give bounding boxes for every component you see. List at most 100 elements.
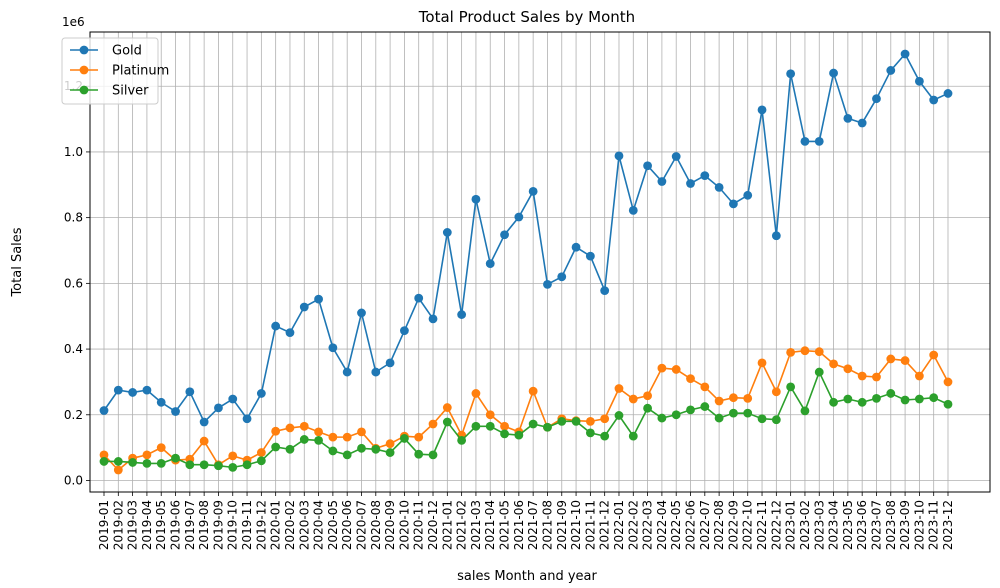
x-tick-label: 2023-06 bbox=[855, 500, 869, 550]
legend-label-platinum: Platinum bbox=[112, 64, 169, 79]
data-point-silver bbox=[814, 367, 824, 377]
data-point-gold bbox=[829, 68, 838, 78]
data-point-silver bbox=[686, 405, 695, 415]
data-point-gold bbox=[471, 194, 481, 204]
x-tick-label: 2023-11 bbox=[927, 500, 941, 550]
x-tick-label: 2019-01 bbox=[97, 500, 111, 550]
data-point-gold bbox=[514, 212, 524, 222]
data-point-gold bbox=[285, 328, 295, 338]
data-point-platinum bbox=[800, 346, 810, 356]
data-point-platinum bbox=[600, 414, 610, 424]
data-point-platinum bbox=[929, 350, 939, 360]
legend-label-silver: Silver bbox=[112, 84, 149, 99]
data-point-silver bbox=[914, 394, 924, 404]
data-point-gold bbox=[714, 183, 724, 192]
data-point-platinum bbox=[757, 358, 767, 368]
data-point-gold bbox=[328, 343, 338, 353]
data-point-platinum bbox=[156, 443, 166, 453]
x-tick-label: 2023-01 bbox=[784, 500, 798, 550]
x-tick-label: 2019-04 bbox=[140, 500, 154, 550]
data-point-silver bbox=[400, 434, 409, 443]
data-point-platinum bbox=[743, 393, 753, 403]
y-tick-label: 0.6 bbox=[64, 276, 83, 290]
x-tick-label: 2023-09 bbox=[898, 500, 912, 550]
x-tick-label: 2021-11 bbox=[583, 500, 597, 550]
data-point-silver bbox=[156, 459, 166, 468]
x-tick-label: 2020-04 bbox=[312, 500, 326, 550]
x-tick-label: 2022-06 bbox=[684, 500, 698, 550]
x-tick-label: 2021-05 bbox=[498, 500, 512, 550]
data-point-platinum bbox=[686, 374, 695, 384]
x-tick-label: 2022-07 bbox=[698, 500, 712, 550]
data-point-gold bbox=[557, 272, 567, 282]
data-point-gold bbox=[256, 389, 266, 398]
x-tick-label: 2019-12 bbox=[254, 500, 268, 550]
data-point-platinum bbox=[714, 396, 724, 406]
data-point-gold bbox=[142, 385, 152, 395]
data-point-gold bbox=[442, 228, 452, 237]
data-point-silver bbox=[843, 394, 853, 404]
x-tick-label: 2023-05 bbox=[841, 500, 855, 550]
x-tick-label: 2020-01 bbox=[269, 500, 283, 550]
data-point-gold bbox=[428, 314, 438, 324]
data-point-silver bbox=[829, 397, 838, 407]
x-tick-label: 2020-08 bbox=[369, 500, 383, 550]
data-point-platinum bbox=[414, 432, 424, 442]
data-point-silver bbox=[571, 416, 581, 426]
x-tick-label: 2019-03 bbox=[126, 500, 140, 550]
data-point-gold bbox=[314, 294, 323, 304]
data-point-gold bbox=[199, 417, 209, 427]
data-point-silver bbox=[872, 393, 881, 403]
x-tick-label: 2020-02 bbox=[283, 500, 297, 550]
x-tick-label: 2022-08 bbox=[712, 500, 726, 550]
data-point-silver bbox=[328, 446, 338, 456]
data-point-silver bbox=[943, 399, 953, 409]
data-point-silver bbox=[857, 397, 867, 407]
data-point-silver bbox=[299, 435, 309, 444]
data-point-gold bbox=[128, 388, 138, 397]
x-tick-label: 2019-05 bbox=[154, 500, 168, 550]
x-axis-title: sales Month and year bbox=[457, 569, 597, 584]
data-point-silver bbox=[886, 389, 896, 398]
x-tick-label: 2019-02 bbox=[111, 500, 125, 550]
x-tick-label: 2022-11 bbox=[755, 500, 769, 550]
data-point-gold bbox=[385, 358, 395, 368]
legend-marker-platinum bbox=[79, 65, 89, 75]
data-point-gold bbox=[929, 95, 939, 105]
data-point-platinum bbox=[357, 427, 366, 437]
data-point-gold bbox=[943, 89, 953, 98]
data-point-gold bbox=[543, 279, 552, 289]
data-point-gold bbox=[657, 177, 667, 186]
data-point-platinum bbox=[342, 432, 352, 442]
x-tick-label: 2022-01 bbox=[612, 500, 626, 550]
data-point-silver bbox=[643, 403, 652, 413]
data-point-gold bbox=[700, 171, 710, 180]
data-point-silver bbox=[199, 460, 209, 470]
data-point-gold bbox=[571, 242, 581, 252]
data-point-silver bbox=[442, 417, 452, 427]
data-point-gold bbox=[156, 397, 166, 407]
x-tick-label: 2023-08 bbox=[884, 500, 898, 550]
x-tick-label: 2019-09 bbox=[211, 500, 225, 550]
x-tick-label: 2021-09 bbox=[555, 500, 569, 550]
x-tick-label: 2019-10 bbox=[226, 500, 240, 550]
data-point-silver bbox=[457, 436, 467, 445]
x-tick-label: 2020-12 bbox=[426, 500, 440, 550]
data-point-gold bbox=[242, 414, 252, 424]
data-point-gold bbox=[99, 406, 109, 415]
x-tick-label: 2020-11 bbox=[412, 500, 426, 550]
data-point-silver bbox=[628, 431, 638, 441]
x-tick-label: 2021-10 bbox=[569, 500, 583, 550]
data-point-silver bbox=[428, 450, 438, 460]
data-point-gold bbox=[886, 66, 896, 75]
data-point-silver bbox=[557, 416, 567, 426]
x-tick-label: 2019-06 bbox=[169, 500, 183, 550]
data-point-silver bbox=[385, 448, 395, 457]
x-tick-label: 2021-02 bbox=[455, 500, 469, 550]
data-point-gold bbox=[113, 385, 123, 395]
data-point-platinum bbox=[872, 372, 881, 382]
x-tick-label: 2019-11 bbox=[240, 500, 254, 550]
data-point-platinum bbox=[271, 426, 281, 436]
data-point-silver bbox=[729, 408, 738, 418]
data-point-gold bbox=[185, 387, 195, 397]
